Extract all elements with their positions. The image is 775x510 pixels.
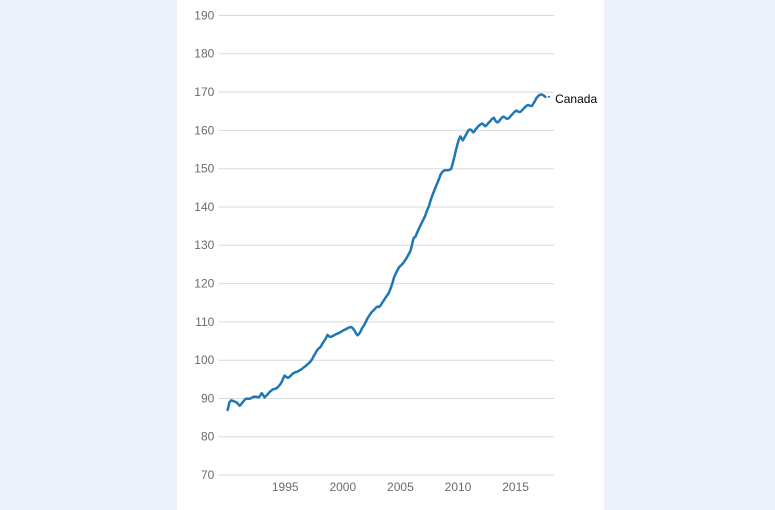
svg-text:2010: 2010 [445,480,472,494]
svg-text:120: 120 [194,277,214,291]
svg-text:110: 110 [195,315,214,329]
svg-text:150: 150 [194,162,214,176]
svg-text:2005: 2005 [387,480,414,494]
svg-text:2015: 2015 [502,480,529,494]
svg-text:80: 80 [201,430,215,444]
svg-text:1995: 1995 [272,480,299,494]
svg-text:2000: 2000 [329,480,356,494]
svg-text:70: 70 [201,468,215,482]
svg-text:190: 190 [194,8,214,22]
svg-text:160: 160 [194,123,214,137]
svg-text:90: 90 [201,391,215,405]
svg-text:130: 130 [194,238,214,252]
svg-text:180: 180 [194,47,214,61]
svg-text:100: 100 [194,353,214,367]
svg-text:140: 140 [194,200,214,214]
svg-text:Canada: Canada [555,92,597,106]
svg-text:170: 170 [194,85,214,99]
